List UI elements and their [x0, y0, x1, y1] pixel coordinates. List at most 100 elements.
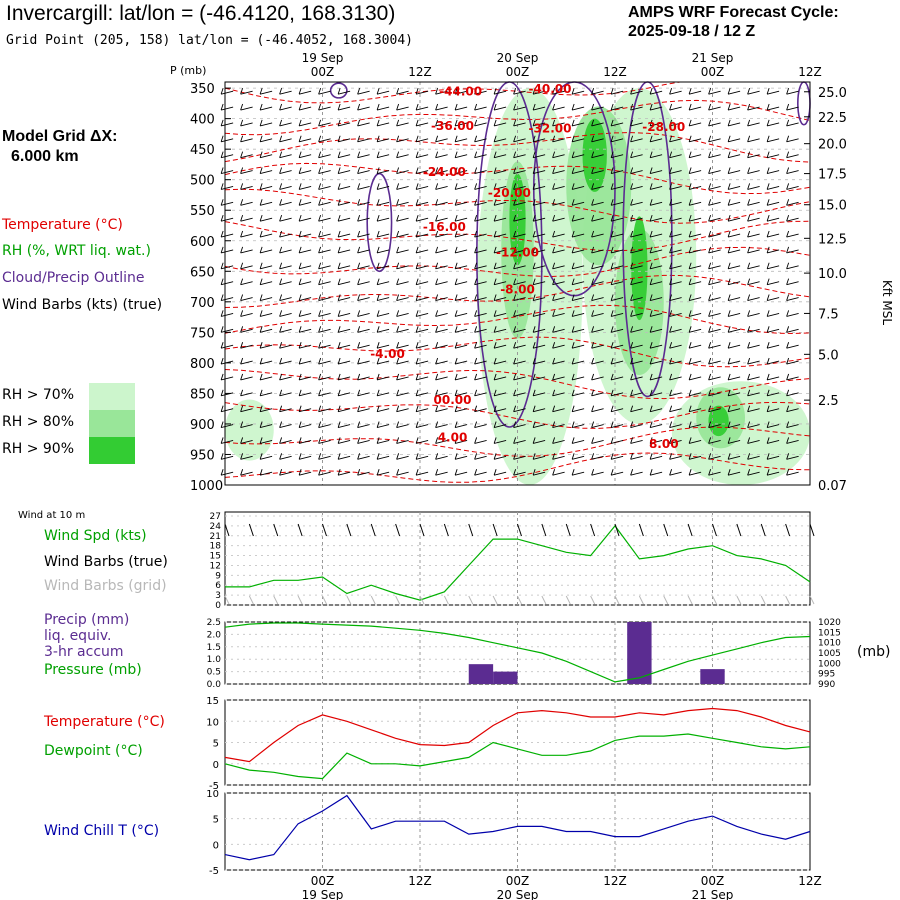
- wind-barb: [689, 297, 702, 301]
- wind-barb: [513, 455, 526, 460]
- wind-barb-flag: [435, 88, 439, 95]
- wind-barb-flag: [318, 437, 322, 444]
- wind-barb: [767, 281, 780, 286]
- wind-barb: [552, 233, 565, 238]
- wind-barb-flag: [396, 453, 400, 460]
- wind-barb: [338, 360, 351, 365]
- wind-barb: [689, 376, 702, 381]
- wind-barb-flag: [571, 262, 575, 269]
- wind-barb-flag: [415, 119, 419, 127]
- wind-barb: [396, 217, 409, 222]
- wind-barb-flag: [454, 421, 458, 428]
- wind-barb-flag: [415, 230, 419, 238]
- wind-barb-flag: [766, 103, 770, 111]
- wind-barb-flag: [708, 278, 712, 285]
- wind-barb-flag: [357, 357, 361, 365]
- wind-barb: [630, 265, 643, 270]
- wind-barb-10m: [492, 523, 498, 537]
- wind-barb-flag: [240, 469, 244, 476]
- wind-barb-flag: [571, 119, 575, 127]
- wind-barb: [260, 312, 273, 317]
- wind-barb: [630, 344, 643, 349]
- wind-speed-line: [225, 524, 811, 601]
- wind-barb: [240, 201, 253, 206]
- wind-barb-flag: [669, 199, 673, 206]
- wind-barb: [747, 344, 760, 349]
- wind-barb: [650, 471, 663, 476]
- wind-barb-flag: [376, 326, 380, 333]
- wind-barb: [552, 217, 565, 222]
- wind-barb-flag: [357, 246, 361, 254]
- wind-barb-flag: [610, 326, 614, 333]
- wind-barb-flag: [552, 215, 556, 222]
- wind-barb-flag: [357, 342, 361, 349]
- wind-barb: [435, 90, 448, 95]
- temperature-line: [224, 707, 811, 763]
- wind-barb-flag: [298, 199, 302, 206]
- wind-barb: [240, 154, 253, 159]
- wind-barb: [221, 138, 234, 143]
- wind-barb: [728, 281, 741, 286]
- wind-barb: [650, 297, 663, 301]
- wind-barb: [221, 392, 234, 397]
- wind-barb-flag: [240, 167, 244, 174]
- wind-barb-flag: [669, 437, 673, 444]
- wind-barb: [338, 344, 351, 349]
- wind-barb-flag: [337, 246, 341, 254]
- wind-barb-flag: [552, 119, 556, 127]
- legend-rh: RH (%, WRT liq. wat.): [2, 243, 151, 259]
- wind-barb: [728, 392, 741, 397]
- wind-barb-flag: [337, 342, 341, 349]
- wind-barb: [591, 170, 604, 174]
- wind-barb-flag: [786, 88, 790, 95]
- wind-barb-flag: [591, 310, 595, 317]
- wind-barb-flag: [376, 342, 380, 349]
- wind-barb-flag: [298, 326, 302, 333]
- wind-barb-flag: [493, 405, 497, 412]
- wind-barb: [650, 360, 663, 365]
- wind-barb: [747, 408, 760, 413]
- wind-barb-flag: [649, 437, 653, 444]
- wind-barb: [572, 249, 585, 254]
- wind-barb-flag: [318, 88, 322, 95]
- forecast-cycle-line2: 2025-09-18 / 12 Z: [628, 23, 756, 40]
- wind-barb: [728, 249, 741, 254]
- wind-barb-flag: [240, 278, 244, 285]
- wind-barb-flag: [318, 405, 322, 412]
- wind-barb-flag: [786, 421, 790, 428]
- wind-barb-flag: [240, 373, 244, 381]
- wind-barb-flag: [259, 103, 263, 111]
- wind-barb-flag: [435, 278, 439, 285]
- wind-barb-flag: [415, 342, 419, 349]
- wind-barb-flag: [591, 230, 595, 238]
- wind-barb: [396, 201, 409, 206]
- wind-barb: [396, 122, 409, 127]
- wind-barb-flag: [630, 342, 634, 349]
- wind-barb-flag: [786, 183, 790, 190]
- wind-barb: [786, 392, 799, 397]
- wind-barb-flag: [532, 278, 536, 285]
- wind-barb: [708, 170, 721, 174]
- wind-barb-flag: [337, 199, 341, 206]
- wind-barb: [669, 344, 682, 349]
- wind-barb-grid: [590, 595, 596, 605]
- wind-barb: [533, 122, 546, 127]
- wind-barb: [786, 455, 799, 460]
- forecast-cycle: AMPS WRF Forecast Cycle: 2025-09-18 / 12…: [628, 3, 839, 41]
- wind-barb: [689, 90, 702, 95]
- wind-barb-flag: [357, 453, 361, 460]
- wind-barb: [747, 439, 760, 444]
- wind-barb: [533, 376, 546, 381]
- wind-barb: [708, 217, 721, 222]
- wind-barb-grid: [248, 595, 254, 605]
- wind-barb: [455, 201, 468, 206]
- wind-barb-grid: [395, 595, 401, 605]
- wind-barb: [299, 170, 312, 174]
- pressure-ytick: 990: [818, 680, 835, 690]
- wind-barb: [669, 154, 682, 159]
- wind-barb-flag: [610, 373, 614, 381]
- wind-barb: [689, 249, 702, 254]
- wind-barb-flag: [649, 151, 653, 158]
- wind-barb: [552, 408, 565, 413]
- wind-barb: [299, 408, 312, 413]
